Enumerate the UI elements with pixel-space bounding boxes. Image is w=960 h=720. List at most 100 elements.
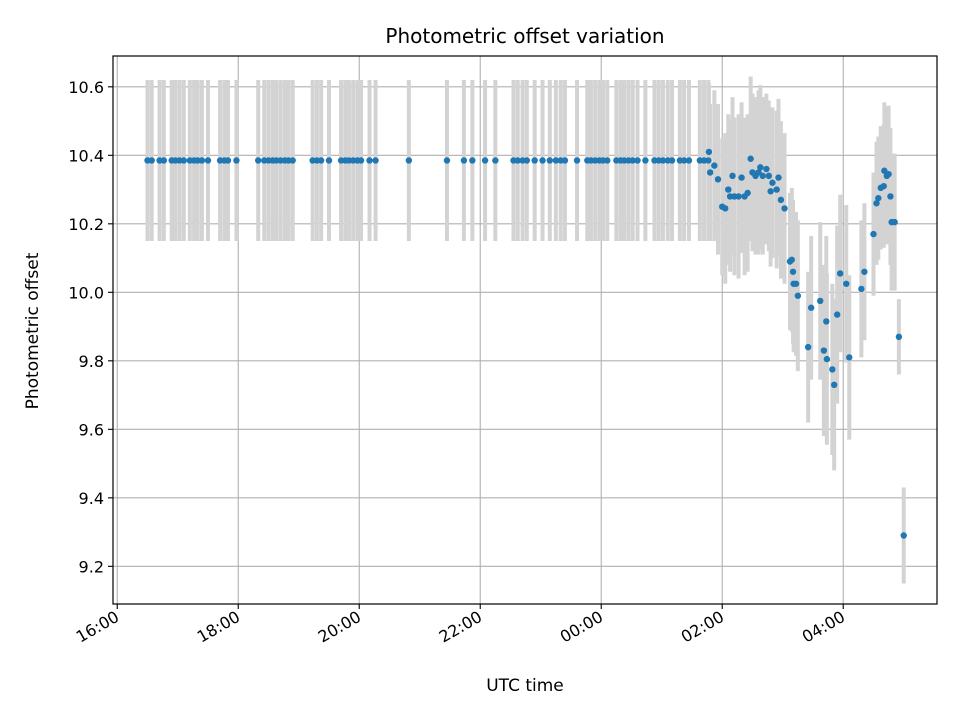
y-tick-label: 10.0 [68, 283, 104, 302]
data-point [481, 157, 489, 164]
data-point [711, 162, 718, 169]
data-point [561, 157, 569, 164]
data-point [873, 200, 880, 207]
data-point [705, 148, 713, 156]
data-point [443, 157, 451, 164]
data-point [804, 343, 812, 351]
data-point [881, 167, 888, 174]
data-point [781, 205, 788, 212]
y-tick-label: 9.2 [79, 557, 104, 576]
data-point [895, 333, 903, 341]
data-point [830, 381, 838, 388]
data-point [729, 172, 736, 180]
data-point [767, 188, 774, 195]
data-point [837, 270, 844, 277]
data-point [763, 165, 770, 173]
data-point [372, 157, 379, 164]
y-tick-label: 10.6 [68, 78, 104, 97]
data-point [366, 157, 373, 164]
data-point [823, 318, 830, 325]
data-point [629, 157, 636, 164]
y-tick-label: 9.8 [79, 352, 104, 371]
data-point [789, 268, 797, 275]
data-point [738, 174, 745, 181]
data-point [233, 157, 240, 164]
data-point [775, 174, 782, 181]
data-point [706, 169, 714, 176]
data-point [861, 268, 868, 275]
data-point [634, 157, 641, 164]
data-point [747, 155, 754, 162]
data-point [714, 176, 722, 183]
data-point [148, 157, 155, 164]
data-point [204, 157, 212, 164]
data-point [573, 157, 581, 164]
data-point [792, 280, 800, 287]
data-point [807, 304, 815, 311]
y-axis-ticks: 9.2 9.4 9.6 9.8 10.0 10.2 10.4 10.6 [68, 78, 113, 576]
data-point [224, 157, 232, 164]
data-point [880, 182, 887, 190]
data-point [769, 179, 776, 186]
y-tick-label: 10.4 [68, 146, 104, 165]
data-point [891, 218, 898, 226]
data-point [254, 157, 262, 164]
data-point [160, 157, 168, 164]
data-point [875, 194, 882, 202]
data-point [659, 157, 667, 164]
data-point [198, 157, 206, 164]
data-point [794, 292, 802, 299]
data-point [668, 157, 676, 164]
chart-title: Photometric offset variation [385, 24, 664, 48]
data-point [846, 354, 853, 361]
data-point [405, 157, 413, 164]
data-point [289, 157, 296, 164]
y-tick-label: 10.2 [68, 215, 104, 234]
data-point [843, 280, 850, 287]
data-point [823, 355, 831, 363]
data-point [833, 311, 841, 318]
plot-area-frame [112, 55, 938, 605]
data-point [817, 297, 824, 305]
data-point [765, 172, 773, 180]
data-point [870, 230, 877, 238]
data-point [642, 157, 649, 164]
data-point [900, 532, 907, 539]
data-point [820, 347, 828, 354]
data-point [735, 193, 742, 200]
x-axis-label: UTC time [486, 676, 564, 696]
data-point [180, 157, 187, 164]
data-point [773, 186, 780, 193]
data-point [705, 157, 712, 164]
data-point [829, 366, 836, 373]
y-tick-label: 9.6 [79, 420, 104, 439]
data-point [531, 157, 538, 164]
data-point [492, 157, 499, 164]
data-point [685, 157, 693, 164]
data-point [523, 157, 531, 164]
data-point [725, 186, 732, 193]
data-point [777, 196, 785, 204]
data-point [757, 164, 764, 171]
data-point [759, 172, 766, 180]
data-point [887, 193, 894, 200]
y-axis-label: Photometric offset [23, 252, 43, 409]
data-point [604, 157, 611, 164]
data-point [858, 285, 865, 293]
data-point [755, 169, 762, 176]
data-point [744, 189, 751, 197]
data-point [546, 157, 554, 164]
data-point [680, 157, 688, 164]
data-point [317, 157, 325, 164]
data-point [325, 157, 333, 164]
data-points [144, 148, 907, 539]
data-point [722, 205, 729, 212]
data-point [357, 157, 365, 164]
data-point [539, 157, 546, 164]
data-point [552, 157, 560, 164]
data-point [469, 157, 476, 164]
data-point [885, 170, 892, 178]
y-tick-label: 9.4 [79, 489, 104, 508]
data-point [514, 157, 521, 164]
